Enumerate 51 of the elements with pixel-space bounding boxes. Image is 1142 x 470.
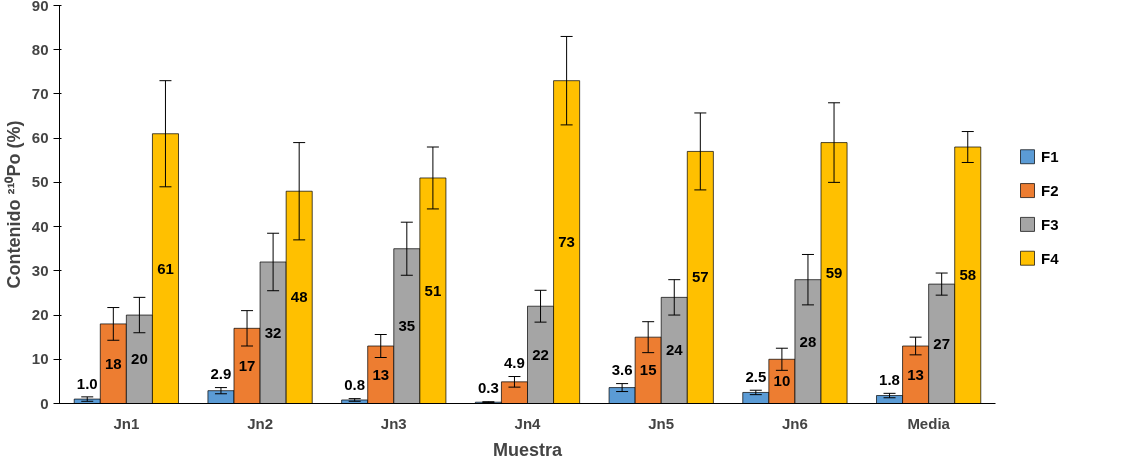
data-label: 58 [959, 266, 977, 284]
data-label: 17 [238, 356, 256, 374]
x-tick-label: Jn6 [782, 414, 808, 432]
data-label: 15 [639, 361, 657, 379]
data-label: 10 [773, 372, 791, 390]
legend-label: F3 [1041, 215, 1059, 233]
data-label: 57 [691, 268, 709, 286]
y-tick-label: 0 [40, 394, 49, 412]
data-label: 13 [372, 365, 390, 383]
data-label: 13 [907, 365, 924, 383]
y-tick-label: 30 [31, 261, 49, 279]
x-tick-label: Jn1 [113, 414, 140, 432]
data-label: 59 [825, 264, 843, 282]
data-label: 35 [398, 317, 416, 335]
y-tick-label: 20 [31, 306, 49, 324]
data-label: 48 [290, 288, 308, 306]
data-label: 32 [264, 323, 282, 341]
data-label: 18 [104, 354, 122, 372]
data-label: 3.6 [611, 361, 633, 379]
data-label: 28 [799, 332, 817, 350]
y-tick-label: 50 [31, 173, 49, 191]
data-label: 22 [532, 345, 549, 363]
y-tick-label: 70 [31, 84, 49, 102]
legend-label: F1 [1041, 148, 1059, 166]
x-tick-label: Jn3 [380, 414, 407, 432]
x-tick-label: Jn4 [514, 414, 542, 432]
data-label: 0.3 [477, 379, 499, 397]
data-label: 51 [424, 281, 442, 299]
y-tick-label: 10 [31, 350, 49, 368]
data-label: 27 [933, 334, 951, 352]
data-label: 1.8 [879, 371, 900, 389]
x-tick-label: Jn5 [648, 414, 675, 432]
data-label: 2.5 [745, 367, 767, 385]
y-tick-label: 60 [31, 129, 49, 147]
data-label: 61 [157, 259, 174, 277]
y-tick-label: 80 [31, 40, 49, 58]
data-label: 0.8 [344, 376, 366, 394]
data-label: 2.9 [210, 365, 232, 383]
legend-label: F4 [1041, 249, 1060, 267]
data-label: 4.9 [504, 354, 525, 372]
y-tick-label: 90 [31, 0, 49, 14]
legend-label: F2 [1041, 182, 1059, 200]
x-tick-label: Media [907, 414, 951, 432]
y-tick-label: 40 [31, 217, 49, 235]
data-label: 73 [558, 233, 575, 251]
x-axis-title: Muestra [492, 439, 563, 460]
data-label: 24 [665, 341, 684, 359]
x-tick-label: Jn2 [247, 414, 274, 432]
data-label: 1.0 [76, 374, 98, 392]
data-label: 20 [131, 350, 148, 368]
y-axis-title: Contenido ²¹⁰Po (%) [3, 120, 24, 289]
